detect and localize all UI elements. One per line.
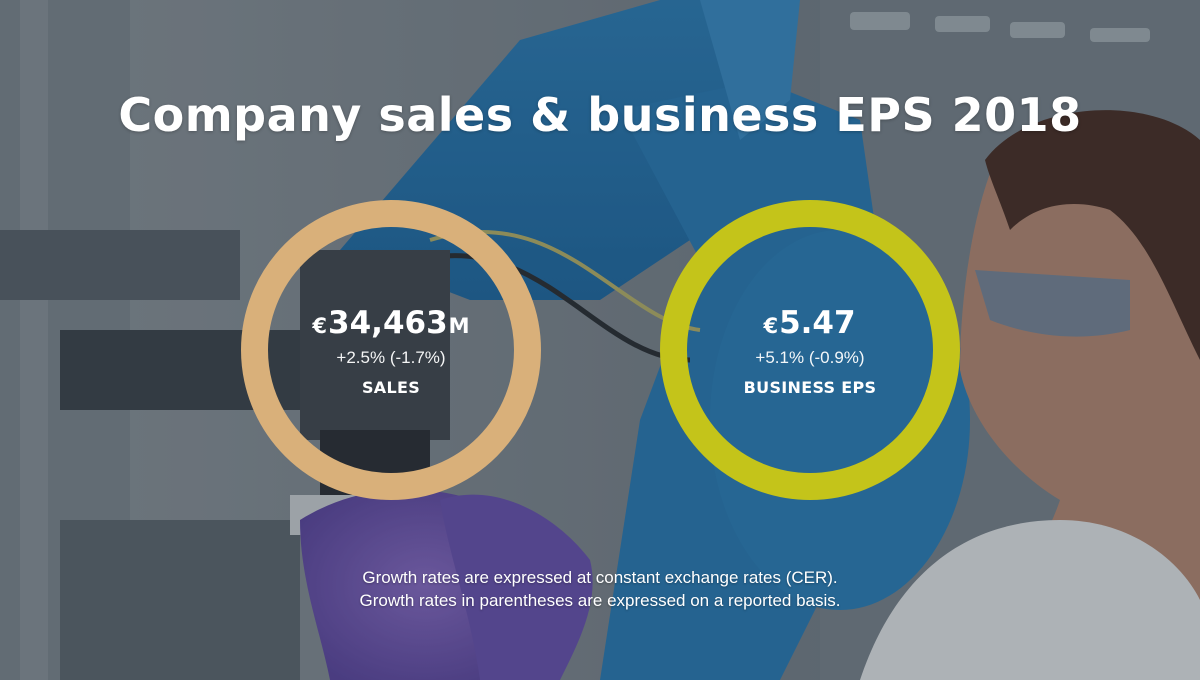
footnote-line-2: Growth rates in parentheses are expresse… (359, 591, 841, 610)
eps-currency: € (763, 313, 779, 338)
footnote-line-1: Growth rates are expressed at constant e… (362, 568, 838, 587)
sales-growth: +2.5% (-1.7%) (336, 347, 446, 367)
eps-ring: €5.47 +5.1% (-0.9%) BUSINESS EPS (660, 200, 960, 500)
sales-currency: € (312, 313, 328, 338)
sales-label: SALES (361, 377, 421, 397)
sales-ring: €34,463M +2.5% (-1.7%) SALES (241, 200, 541, 500)
sales-unit: M (448, 313, 470, 338)
footnote: Growth rates are expressed at constant e… (0, 566, 1200, 612)
eps-growth: +5.1% (-0.9%) (755, 347, 865, 367)
eps-value: €5.47 (763, 305, 856, 344)
page-title: Company sales & business EPS 2018 (118, 88, 1082, 142)
sales-value: €34,463M (312, 305, 469, 344)
eps-label: BUSINESS EPS (743, 377, 877, 397)
sales-amount: 34,463 (328, 304, 448, 341)
eps-amount: 5.47 (779, 304, 856, 341)
